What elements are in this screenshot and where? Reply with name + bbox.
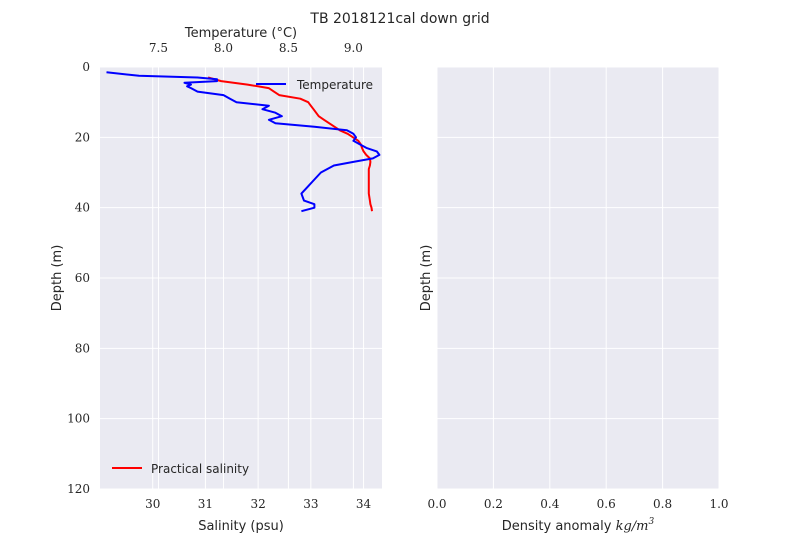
left-y-tick-label: 80: [75, 341, 90, 355]
left-salinity-tick-labels: 30 31 32 33 34: [145, 497, 371, 511]
left-temperature-tick-label: 8.5: [279, 41, 298, 55]
right-x-axis-label-math: kg/m: [616, 519, 649, 534]
right-x-tick-labels: 0.0 0.2 0.4 0.6 0.8 1.0: [427, 497, 728, 511]
left-y-tick-label: 120: [67, 482, 90, 496]
salinity-series-line: [207, 76, 373, 212]
legend-salinity: Practical salinity: [112, 462, 249, 476]
legend-temperature-label: Temperature: [296, 78, 373, 92]
right-x-tick-label: 0.6: [597, 497, 616, 511]
right-grid: [436, 66, 720, 490]
legend-temperature: Temperature: [256, 78, 373, 92]
left-y-tick-label: 0: [82, 60, 90, 74]
left-temperature-tick-label: 9.0: [344, 41, 363, 55]
left-salinity-tick-label: 34: [356, 497, 372, 511]
left-series-lines: [106, 71, 381, 213]
left-salinity-tick-label: 31: [198, 497, 213, 511]
left-temperature-tick-label: 7.5: [149, 41, 168, 55]
right-x-axis-label-text: Density anomaly: [502, 519, 616, 534]
left-x-axis-label-salinity: Salinity (psu): [198, 519, 284, 534]
left-salinity-tick-label: 33: [303, 497, 318, 511]
right-x-axis-label: Density anomaly kg/m3: [502, 517, 655, 534]
right-x-tick-label: 0.0: [427, 497, 446, 511]
left-salinity-tick-label: 30: [145, 497, 160, 511]
right-x-axis-label-sup: 3: [648, 517, 654, 527]
right-x-tick-label: 1.0: [709, 497, 728, 511]
temperature-series-line: [106, 71, 381, 213]
left-y-tick-label: 60: [75, 271, 90, 285]
left-salinity-tick-label: 32: [250, 497, 265, 511]
right-x-tick-label: 0.8: [653, 497, 672, 511]
figure-title: TB 2018121cal down grid: [309, 11, 489, 27]
left-x-axis-label-temperature: Temperature (°C): [184, 26, 297, 41]
left-y-tick-label: 100: [67, 412, 90, 426]
left-y-tick-labels: 0 20 40 60 80 100 120: [67, 60, 90, 496]
left-temperature-tick-label: 8.0: [214, 41, 233, 55]
left-temperature-tick-labels: 7.5 8.0 8.5 9.0: [149, 41, 363, 55]
legend-salinity-label: Practical salinity: [151, 462, 249, 476]
right-y-axis-label: Depth (m): [419, 245, 434, 312]
left-y-tick-label: 20: [75, 130, 90, 144]
left-y-tick-label: 40: [75, 201, 90, 215]
left-y-axis-label: Depth (m): [50, 245, 65, 312]
right-x-tick-label: 0.2: [484, 497, 503, 511]
right-x-tick-label: 0.4: [540, 497, 559, 511]
right-chart-panel: 0.0 0.2 0.4 0.6 0.8 1.0 Depth (m) Density ano…: [419, 66, 729, 534]
left-grid: [100, 66, 382, 490]
